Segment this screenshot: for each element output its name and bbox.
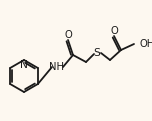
Text: S: S <box>94 48 100 58</box>
Text: NH: NH <box>50 62 64 72</box>
Text: N: N <box>20 60 28 70</box>
Text: OH: OH <box>139 39 152 49</box>
Text: O: O <box>64 30 72 40</box>
Text: O: O <box>110 26 118 36</box>
